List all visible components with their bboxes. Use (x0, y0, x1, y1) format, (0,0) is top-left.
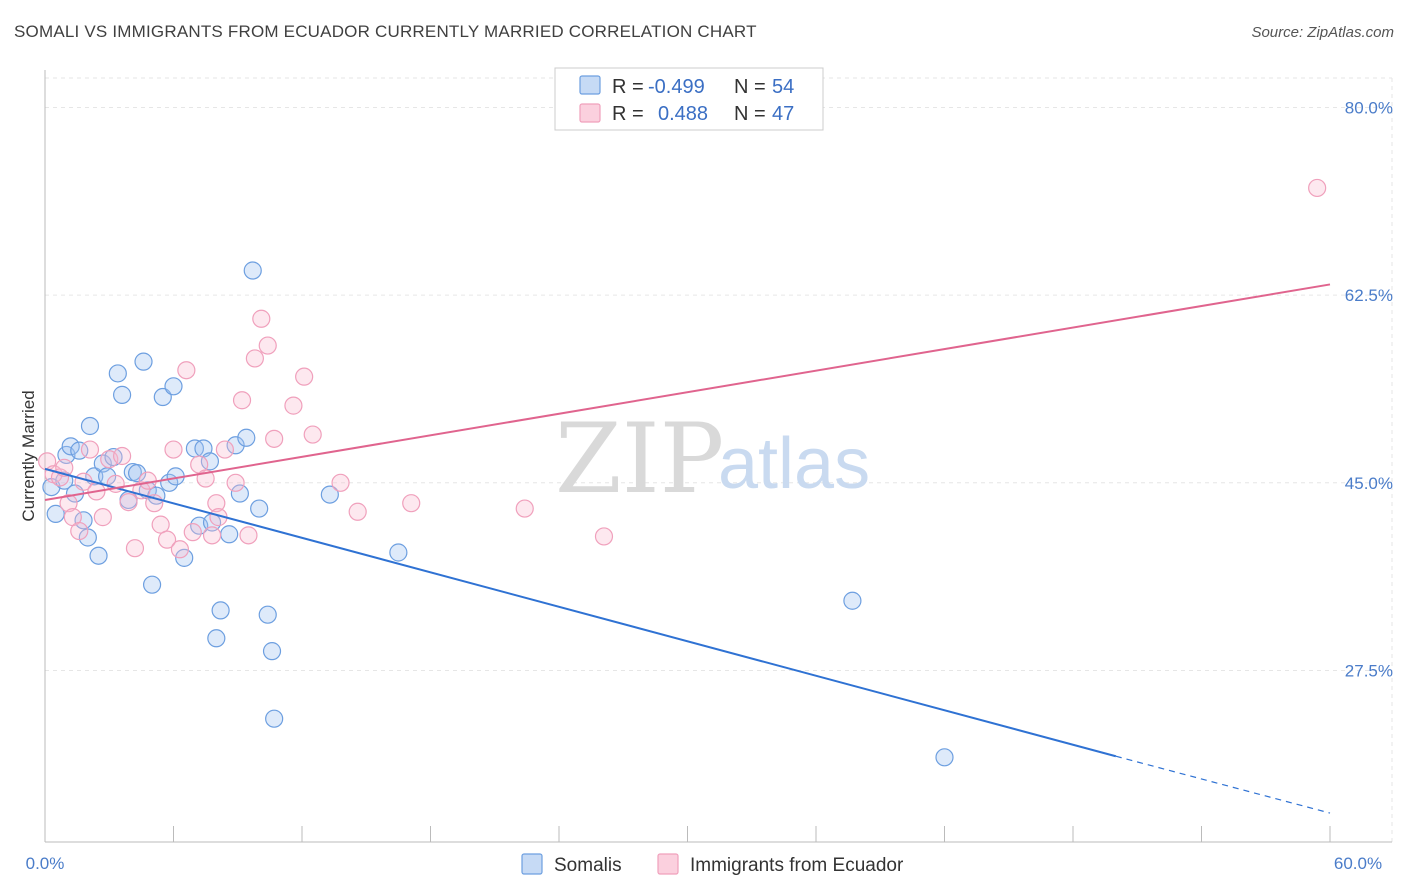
point-ecuador (265, 429, 284, 448)
point-somalis (153, 387, 172, 407)
point-somalis (265, 709, 284, 728)
point-somalis (164, 377, 183, 396)
point-somalis (320, 485, 339, 504)
x-tick-labels: 0.0% 60.0% (26, 854, 1382, 873)
legend-swatch-ecuador (579, 103, 601, 123)
point-somalis (80, 416, 100, 436)
legend-n-value-2: 47 (772, 103, 794, 125)
point-somalis (112, 385, 132, 404)
point-ecuador (515, 499, 534, 518)
point-ecuador (125, 539, 145, 558)
point-somalis (61, 437, 80, 456)
y-tick-label: 27.5% (1345, 661, 1393, 680)
point-ecuador (239, 526, 258, 545)
point-ecuador (202, 526, 222, 545)
y-tick-labels: 27.5% 45.0% 62.5% 80.0% (1345, 99, 1393, 681)
y-tick-label: 80.0% (1345, 99, 1393, 118)
point-ecuador (252, 309, 271, 328)
point-somalis (175, 548, 194, 567)
point-somalis (262, 642, 282, 661)
series-legend-label-ecuador: Immigrants from Ecuador (690, 855, 904, 876)
point-somalis (74, 511, 93, 530)
point-ecuador (80, 440, 100, 459)
point-ecuador (295, 367, 314, 386)
legend-n-label-2: N = (734, 103, 766, 125)
legend-n-label-1: N = (734, 76, 766, 98)
point-somalis (243, 261, 262, 280)
trend-lines (44, 283, 1331, 814)
point-somalis (142, 575, 162, 594)
point-somalis (211, 601, 230, 620)
point-somalis (258, 605, 277, 624)
watermark-atlas: atlas (718, 424, 870, 504)
series-legend-swatch-ecuador (657, 853, 679, 875)
point-somalis (89, 546, 108, 565)
point-ecuador (170, 540, 190, 559)
y-tick-label: 62.5% (1345, 286, 1393, 305)
point-ecuador (164, 440, 183, 459)
point-ecuador (215, 440, 234, 459)
series-legend: Somalis Immigrants from Ecuador (521, 853, 904, 876)
point-somalis (134, 352, 153, 371)
y-tick-label: 45.0% (1345, 474, 1393, 493)
point-somalis (108, 364, 127, 383)
data-points (38, 178, 1327, 767)
point-ecuador (594, 527, 614, 546)
point-ecuador (177, 361, 196, 380)
point-ecuador (119, 493, 138, 512)
series-legend-swatch-somalis (521, 853, 543, 875)
point-ecuador (59, 494, 78, 513)
legend-r-value-2: 0.488 (658, 103, 708, 125)
point-ecuador (207, 494, 226, 513)
point-somalis (220, 525, 239, 544)
point-ecuador (402, 494, 421, 513)
point-ecuador (232, 391, 252, 410)
x-tick-label: 0.0% (26, 854, 65, 873)
point-ecuador (93, 508, 112, 527)
point-somalis (237, 428, 256, 447)
trend-line-somalis (44, 467, 1117, 758)
legend-swatch-somalis (579, 75, 601, 95)
axes (44, 70, 1392, 843)
point-ecuador (245, 349, 264, 368)
point-ecuador (348, 502, 367, 521)
legend-r-label-2: R = (612, 103, 644, 125)
point-somalis (389, 543, 408, 562)
legend-r-label-1: R = (612, 76, 644, 98)
point-ecuador (258, 336, 277, 355)
point-ecuador (138, 471, 157, 490)
source-label: Source: ZipAtlas.com (1251, 24, 1394, 41)
point-ecuador (303, 425, 322, 444)
point-ecuador (112, 446, 132, 466)
point-somalis (127, 464, 147, 483)
y-axis-label: Currently Married (19, 390, 38, 521)
point-ecuador (1308, 178, 1327, 198)
x-tick-label: 60.0% (1334, 854, 1382, 873)
point-somalis (230, 484, 249, 503)
point-ecuador (151, 515, 170, 534)
chart-title: SOMALI VS IMMIGRANTS FROM ECUADOR CURREN… (14, 22, 757, 41)
point-ecuador (284, 396, 303, 415)
trend-line-ecuador (44, 283, 1331, 501)
trend-line-somalis-extension (1115, 755, 1331, 814)
point-somalis (200, 452, 220, 471)
legend: R = -0.499 N = 54 R = 0.488 N = 47 (554, 67, 824, 131)
point-somalis (226, 436, 245, 455)
legend-n-value-1: 54 (772, 76, 794, 98)
series-legend-label-somalis: Somalis (554, 855, 622, 876)
watermark-zip: ZIP (555, 403, 724, 515)
legend-r-value-1: -0.499 (648, 76, 705, 98)
point-ecuador (183, 523, 202, 542)
watermark: ZIP atlas (555, 403, 870, 515)
point-somalis (46, 504, 65, 524)
point-somalis (935, 748, 954, 767)
point-ecuador (331, 473, 350, 492)
point-somalis (207, 629, 226, 648)
point-ecuador (157, 530, 177, 549)
point-somalis (250, 499, 269, 518)
point-somalis (843, 591, 862, 610)
point-ecuador (226, 473, 245, 492)
point-ecuador (70, 521, 89, 541)
